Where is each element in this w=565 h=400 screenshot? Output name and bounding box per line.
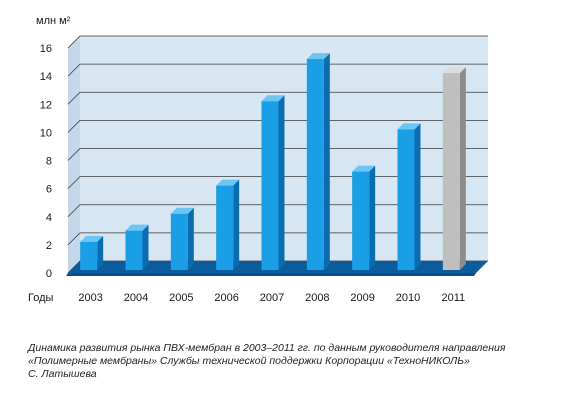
x-tick-label: 2009 xyxy=(350,292,374,304)
bar-side xyxy=(278,95,285,270)
bar-side xyxy=(233,179,240,270)
y-tick-label: 12 xyxy=(40,99,52,111)
x-tick-label: 2006 xyxy=(214,292,238,304)
bar-front xyxy=(352,171,370,270)
x-tick-label: 2005 xyxy=(169,292,193,304)
x-tick-label: 2011 xyxy=(442,292,466,304)
y-axis-ticks: 0 2 4 6 8 10 12 14 16 xyxy=(40,43,52,280)
figure-caption: Динамика развития рынка ПВХ-мембран в 20… xyxy=(28,342,558,381)
bar-side xyxy=(369,165,376,270)
bar-front xyxy=(125,230,143,270)
caption-line-2: «Полимерные мембраны» Службы технической… xyxy=(28,355,470,367)
bar-front xyxy=(306,59,324,270)
y-tick-label: 14 xyxy=(40,71,52,83)
bar-2003 xyxy=(80,235,104,270)
bar-top xyxy=(397,123,421,130)
y-tick-label: 10 xyxy=(40,127,52,139)
caption-line-3: С. Латышева xyxy=(28,368,97,380)
gridline xyxy=(67,119,488,133)
bar-top xyxy=(442,67,466,74)
bar-2006 xyxy=(216,179,240,270)
x-tick-label: 2007 xyxy=(260,292,284,304)
y-tick-label: 16 xyxy=(40,43,52,55)
y-axis-unit-label: млн м² xyxy=(36,15,71,27)
bar-top xyxy=(125,224,149,231)
bar-front xyxy=(80,241,98,270)
bar-2010 xyxy=(397,123,421,270)
bar-2008 xyxy=(306,53,330,270)
bar-2011 xyxy=(442,67,466,270)
bar-front xyxy=(261,101,279,270)
bar-side xyxy=(459,67,466,270)
x-tick-label: 2008 xyxy=(305,292,329,304)
x-tick-label: 2010 xyxy=(396,292,420,304)
bar-front xyxy=(442,73,460,270)
bar-front xyxy=(216,185,234,270)
y-tick-label: 2 xyxy=(46,240,52,252)
bar-top xyxy=(352,165,376,172)
bar-front xyxy=(170,213,188,270)
bar-2007 xyxy=(261,95,285,270)
bar-top xyxy=(80,235,104,242)
bar-side xyxy=(323,53,330,270)
bar-front xyxy=(397,129,415,270)
bar-top xyxy=(216,179,240,186)
x-axis-label: Годы xyxy=(28,292,54,304)
bars xyxy=(80,53,466,270)
bar-side xyxy=(142,224,149,270)
floor-edge xyxy=(66,273,476,276)
x-axis-ticks: 2003 2004 2005 2006 2007 2008 2009 2010 2011 xyxy=(78,292,465,304)
gridline xyxy=(67,176,488,189)
gridline xyxy=(67,232,488,246)
x-tick-label: 2003 xyxy=(78,292,102,304)
bar-2004 xyxy=(125,224,149,270)
bar-top xyxy=(170,207,194,214)
bar-top xyxy=(306,53,330,60)
bar-side xyxy=(187,207,194,270)
x-tick-label: 2004 xyxy=(124,292,148,304)
gridline xyxy=(67,204,488,218)
gridline xyxy=(67,148,488,161)
gridline xyxy=(67,35,488,49)
gridline xyxy=(67,91,488,105)
y-tick-label: 8 xyxy=(46,156,52,168)
y-tick-label: 0 xyxy=(46,268,52,280)
bar-2005 xyxy=(170,207,194,270)
bar-top xyxy=(261,95,285,102)
y-tick-label: 4 xyxy=(46,212,52,224)
caption-line-1: Динамика развития рынка ПВХ-мембран в 20… xyxy=(28,342,506,354)
bar-2009 xyxy=(352,165,376,270)
bar-side xyxy=(414,123,421,270)
gridline xyxy=(67,63,488,77)
bar-side xyxy=(97,235,104,270)
y-tick-label: 6 xyxy=(46,184,52,196)
